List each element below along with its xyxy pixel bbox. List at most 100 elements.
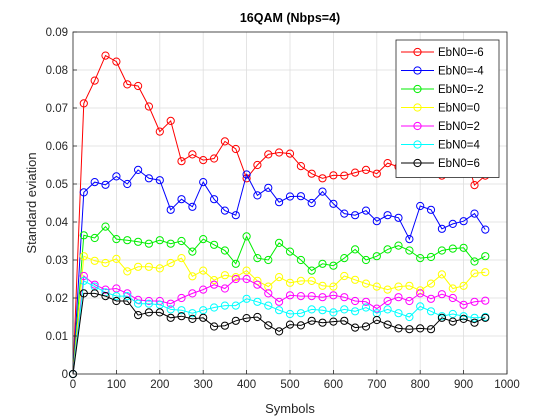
data-point bbox=[416, 324, 425, 333]
data-point bbox=[383, 285, 392, 294]
x-tick-label: 800 bbox=[411, 379, 430, 391]
data-point bbox=[177, 293, 186, 303]
data-point bbox=[101, 51, 110, 60]
data-point bbox=[329, 282, 338, 291]
data-point bbox=[351, 307, 360, 316]
data-point bbox=[90, 289, 99, 298]
data-point bbox=[405, 312, 414, 322]
data-point bbox=[210, 240, 219, 249]
data-point bbox=[220, 271, 229, 280]
x-tick-label: 700 bbox=[367, 379, 386, 391]
data-point bbox=[394, 293, 403, 302]
data-point bbox=[318, 293, 327, 302]
data-point bbox=[112, 172, 121, 181]
data-point bbox=[459, 314, 468, 323]
data-point bbox=[296, 321, 305, 330]
data-point bbox=[79, 231, 88, 240]
data-point bbox=[329, 308, 338, 317]
data-point bbox=[79, 271, 88, 281]
data-point bbox=[383, 305, 392, 314]
x-tick-label: 100 bbox=[107, 379, 126, 391]
data-point bbox=[426, 252, 436, 262]
legend-box bbox=[395, 39, 500, 178]
data-point bbox=[340, 293, 349, 302]
data-point bbox=[112, 57, 121, 66]
data-point bbox=[210, 303, 219, 312]
data-point bbox=[361, 322, 371, 331]
data-point bbox=[275, 297, 284, 306]
data-point bbox=[285, 149, 295, 158]
data-point bbox=[231, 259, 240, 268]
legend-item: EbN0=6 bbox=[401, 158, 480, 170]
data-point bbox=[307, 276, 316, 285]
data-point bbox=[155, 127, 164, 136]
data-point bbox=[361, 165, 371, 174]
series-6 bbox=[68, 289, 490, 379]
data-point bbox=[90, 76, 99, 85]
series-line bbox=[72, 169, 486, 375]
data-point bbox=[79, 276, 88, 285]
data-point bbox=[123, 179, 132, 189]
data-point bbox=[123, 296, 132, 306]
y-tick-label: 0.09 bbox=[46, 27, 68, 39]
legend-marker bbox=[413, 103, 422, 112]
legend-label: EbN0=2 bbox=[438, 121, 480, 133]
data-point bbox=[231, 274, 240, 284]
data-point bbox=[426, 279, 436, 288]
data-point bbox=[285, 291, 295, 300]
data-point bbox=[144, 296, 153, 306]
data-point bbox=[405, 235, 414, 244]
y-tick-label: 0.06 bbox=[46, 141, 68, 153]
data-point bbox=[242, 232, 251, 241]
legend-label: EbN0=-2 bbox=[438, 84, 484, 96]
data-point bbox=[285, 247, 295, 256]
legend-item: EbN0=0 bbox=[401, 103, 480, 115]
data-point bbox=[101, 285, 110, 294]
data-point bbox=[242, 266, 251, 275]
data-point bbox=[307, 305, 316, 314]
data-point bbox=[340, 254, 349, 263]
data-point bbox=[123, 267, 132, 276]
data-point bbox=[275, 306, 284, 315]
data-point bbox=[177, 254, 186, 263]
data-point bbox=[296, 276, 305, 285]
series-0 bbox=[68, 51, 490, 379]
data-point bbox=[101, 292, 110, 301]
x-tick-label: 200 bbox=[150, 379, 169, 391]
data-point bbox=[177, 312, 186, 321]
data-point bbox=[155, 308, 164, 317]
data-point bbox=[383, 245, 392, 254]
data-point bbox=[112, 254, 121, 263]
y-tick-label: 0.03 bbox=[46, 255, 68, 267]
data-point bbox=[285, 309, 295, 319]
data-point bbox=[448, 284, 457, 293]
data-point bbox=[394, 213, 403, 222]
series-2 bbox=[68, 222, 490, 379]
data-point bbox=[231, 301, 240, 310]
data-point bbox=[481, 313, 490, 322]
data-point bbox=[394, 309, 403, 318]
data-point bbox=[264, 301, 273, 310]
legend-marker bbox=[413, 158, 422, 168]
legend-marker bbox=[413, 47, 422, 57]
data-point bbox=[405, 246, 414, 255]
data-point bbox=[166, 205, 175, 214]
data-point bbox=[285, 192, 295, 201]
legend-label: EbN0=6 bbox=[438, 158, 480, 170]
data-point bbox=[134, 299, 143, 308]
data-point bbox=[372, 304, 381, 313]
x-tick-label: 0 bbox=[70, 379, 76, 391]
data-point bbox=[459, 312, 468, 321]
legend-label: EbN0=4 bbox=[438, 140, 480, 152]
data-point bbox=[220, 284, 229, 293]
x-tick-label: 1000 bbox=[494, 379, 520, 391]
data-point bbox=[264, 150, 273, 159]
data-point bbox=[437, 246, 446, 255]
data-point bbox=[177, 195, 186, 204]
data-point bbox=[307, 292, 316, 301]
data-point bbox=[351, 323, 360, 332]
data-point bbox=[134, 165, 143, 174]
data-point bbox=[188, 314, 197, 323]
data-point bbox=[242, 314, 251, 323]
